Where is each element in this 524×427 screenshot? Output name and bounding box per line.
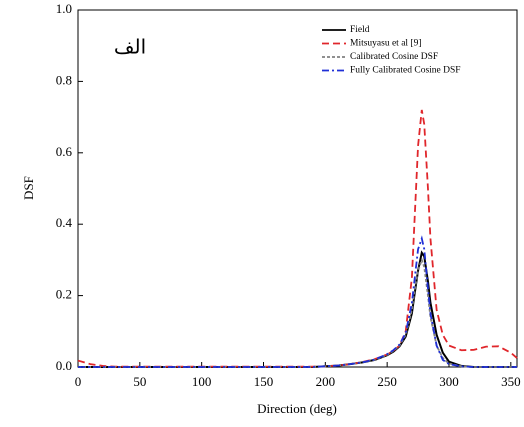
series-line bbox=[78, 250, 517, 368]
x-tick-label: 100 bbox=[192, 374, 212, 389]
y-tick-label: 0.6 bbox=[56, 144, 73, 159]
x-tick-label: 300 bbox=[439, 374, 459, 389]
x-tick-label: 0 bbox=[75, 374, 82, 389]
series-line bbox=[77, 109, 518, 368]
series-line bbox=[78, 235, 517, 368]
x-tick-label: 350 bbox=[501, 374, 521, 389]
y-tick-label: 0.4 bbox=[56, 215, 73, 230]
x-tick-label: 150 bbox=[254, 374, 274, 389]
x-tick-label: 250 bbox=[377, 374, 397, 389]
legend-label: Calibrated Cosine DSF bbox=[350, 52, 438, 62]
x-tick-label: 200 bbox=[316, 374, 336, 389]
series-line bbox=[78, 257, 517, 368]
legend-label: Field bbox=[350, 25, 370, 35]
legend-label: Fully Calibrated Cosine DSF bbox=[350, 66, 461, 76]
annotation: الف bbox=[114, 35, 146, 59]
x-axis-label: Direction (deg) bbox=[257, 401, 337, 416]
x-tick-label: 50 bbox=[133, 374, 146, 389]
plot-frame bbox=[77, 9, 518, 368]
legend-label: Mitsuyasu et al [9] bbox=[350, 39, 422, 49]
y-tick-label: 0.8 bbox=[56, 72, 72, 87]
y-axis-label: DSF bbox=[21, 176, 36, 200]
y-tick-label: 0.0 bbox=[56, 358, 72, 373]
y-tick-label: 1.0 bbox=[56, 1, 72, 16]
y-tick-label: 0.2 bbox=[56, 287, 72, 302]
